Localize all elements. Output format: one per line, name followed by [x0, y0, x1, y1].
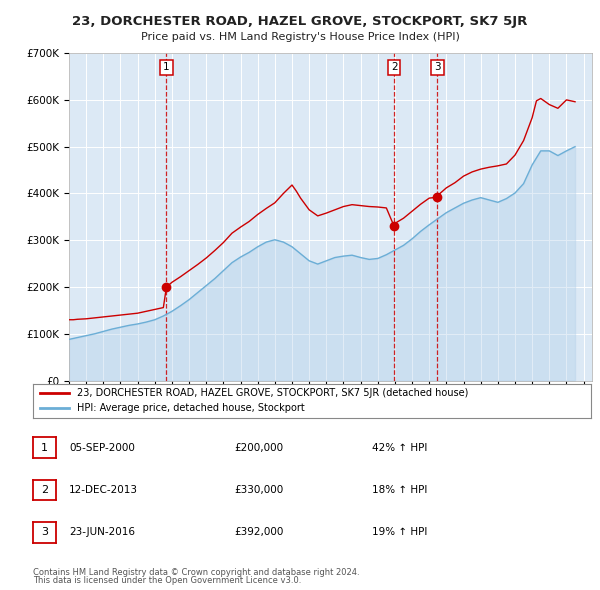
Text: Contains HM Land Registry data © Crown copyright and database right 2024.: Contains HM Land Registry data © Crown c… [33, 568, 359, 577]
Text: Price paid vs. HM Land Registry's House Price Index (HPI): Price paid vs. HM Land Registry's House … [140, 32, 460, 42]
Text: £200,000: £200,000 [234, 442, 283, 453]
Text: 23, DORCHESTER ROAD, HAZEL GROVE, STOCKPORT, SK7 5JR: 23, DORCHESTER ROAD, HAZEL GROVE, STOCKP… [73, 15, 527, 28]
Text: 23, DORCHESTER ROAD, HAZEL GROVE, STOCKPORT, SK7 5JR (detached house): 23, DORCHESTER ROAD, HAZEL GROVE, STOCKP… [77, 388, 468, 398]
Text: £330,000: £330,000 [234, 485, 283, 495]
Text: 12-DEC-2013: 12-DEC-2013 [69, 485, 138, 495]
Text: 42% ↑ HPI: 42% ↑ HPI [372, 442, 427, 453]
Text: 1: 1 [163, 63, 170, 73]
Text: 2: 2 [391, 63, 397, 73]
Text: £392,000: £392,000 [234, 527, 283, 537]
Text: This data is licensed under the Open Government Licence v3.0.: This data is licensed under the Open Gov… [33, 576, 301, 585]
Text: 1: 1 [41, 442, 48, 453]
Text: 05-SEP-2000: 05-SEP-2000 [69, 442, 135, 453]
Text: 23-JUN-2016: 23-JUN-2016 [69, 527, 135, 537]
Text: HPI: Average price, detached house, Stockport: HPI: Average price, detached house, Stoc… [77, 404, 304, 414]
Text: 19% ↑ HPI: 19% ↑ HPI [372, 527, 427, 537]
Text: 18% ↑ HPI: 18% ↑ HPI [372, 485, 427, 495]
Text: 3: 3 [41, 527, 48, 537]
Text: 2: 2 [41, 485, 48, 495]
Text: 3: 3 [434, 63, 441, 73]
